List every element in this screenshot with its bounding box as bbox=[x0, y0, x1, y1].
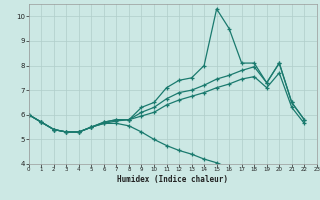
X-axis label: Humidex (Indice chaleur): Humidex (Indice chaleur) bbox=[117, 175, 228, 184]
